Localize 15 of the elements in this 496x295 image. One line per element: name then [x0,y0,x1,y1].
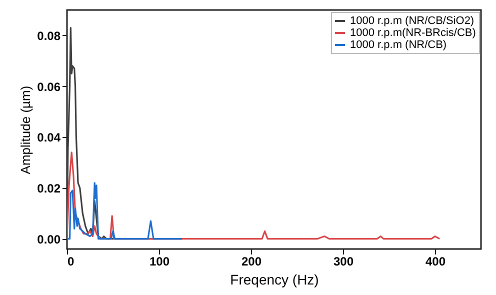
y-tick-label: 0.02 [37,181,61,196]
legend-label: 1000 r.p.m(NR-BRcis/CB) [350,27,476,39]
y-tick-label: 0.00 [37,232,61,246]
x-tick-label: 400 [425,254,446,268]
legend-label: 1000 r.p.m (NR/CB/SiO2) [350,15,474,27]
x-axis-title: Freqency (Hz) [230,272,319,288]
x-tick-label: 0 [68,254,74,268]
x-tick-label: 100 [149,254,170,268]
x-tick-label: 200 [241,254,262,268]
legend-label: 1000 r.p.m (NR/CB) [350,39,447,51]
y-axis-title: Amplitude (µm) [18,86,34,174]
y-tick-label: 0.06 [37,80,61,94]
x-tick-label: 300 [333,254,354,268]
y-tick-label: 0.04 [37,130,61,145]
y-tick-label: 0.08 [37,28,61,43]
